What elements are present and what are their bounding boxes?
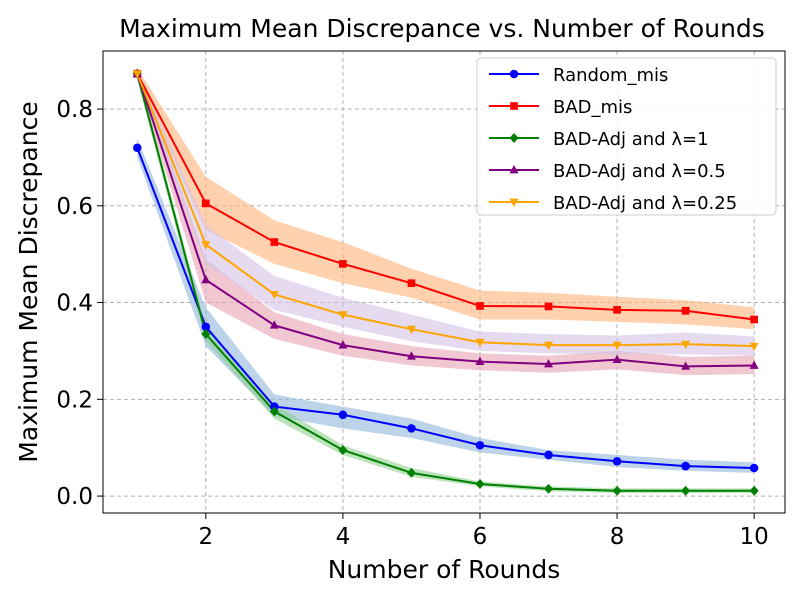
legend-marker-1 [510,102,518,110]
data-point-0 [201,322,211,332]
data-point-0 [407,424,416,433]
data-point-2 [338,445,348,456]
x-tick-label: 10 [740,524,769,550]
data-point-4 [681,340,691,350]
legend-marker-0 [509,69,519,79]
data-point-3 [612,354,622,364]
legend-label-4: BAD-Adj and λ=0.25 [553,193,737,214]
data-point-3 [749,360,759,369]
x-tick-label: 4 [336,524,351,550]
data-point-3 [681,361,691,370]
data-point-4 [132,70,142,79]
data-point-2 [475,479,485,489]
y-axis-label: Maximum Mean Discrepance [14,101,43,462]
y-tick-label: 0.4 [56,291,93,317]
data-point-1 [613,305,621,314]
legend-label-1: BAD_mis [553,97,632,118]
legend-label-2: BAD-Adj and λ=1 [553,129,709,150]
data-point-0 [612,456,622,466]
data-point-2 [544,483,554,494]
data-point-4 [201,241,211,250]
series-line-1 [136,73,755,321]
data-point-0 [544,450,553,460]
data-point-2 [201,329,211,339]
y-tick-label: 0.0 [56,484,93,510]
data-point-3 [269,320,279,329]
data-point-1 [544,302,553,311]
axis-ticks: 2 4 6 8 10 0.0 0.2 0.4 0.6 0.8 [56,97,768,550]
data-point-1 [270,238,279,246]
data-point-1 [201,199,210,208]
data-point-1 [407,279,416,288]
data-point-4 [544,341,554,351]
legend-marker-4 [509,198,519,207]
plot-frame [102,50,786,514]
data-point-0 [749,463,759,473]
legend: Random_mis BAD_mis BAD-Adj and λ=1 BAD-Adj … [476,57,777,216]
data-point-4 [406,325,416,335]
data-point-3 [338,340,348,349]
data-point-1 [339,260,347,268]
data-point-2 [749,485,759,496]
y-tick-label: 0.2 [56,387,93,413]
data-point-1 [750,315,758,324]
data-point-0 [338,410,348,420]
data-point-2 [612,485,622,496]
x-tick-label: 8 [610,524,625,550]
series-line-0 [136,147,755,470]
data-point-3 [544,359,554,368]
data-point-4 [475,338,485,348]
series-band-1 [137,67,755,330]
data-point-2 [681,485,691,496]
data-point-0 [681,461,690,471]
series-line-2 [136,73,755,492]
data-point-3 [406,351,416,360]
data-point-1 [681,306,690,315]
y-tick-label: 0.8 [56,97,93,123]
chart-title: Maximum Mean Discrepance vs. Number of R… [119,14,765,43]
data-point-4 [612,341,622,351]
data-point-2 [269,406,279,417]
series-band-4 [137,67,755,356]
legend-label-0: Random_mis [553,65,668,86]
confidence-bands [137,67,755,494]
data-point-4 [269,290,279,300]
data-point-0 [475,440,485,450]
data-point-4 [749,342,759,352]
legend-marker-3 [509,165,519,174]
data-point-1 [476,302,484,310]
legend-box [476,57,777,216]
x-tick-label: 6 [473,524,488,550]
legend-label-3: BAD-Adj and λ=0.5 [553,161,726,182]
series-line-3 [136,73,755,368]
series-lines [136,73,755,492]
series-markers [132,68,759,496]
data-point-0 [132,143,142,153]
series-line-4 [136,73,755,348]
y-tick-label: 0.6 [56,194,93,220]
x-tick-label: 2 [198,524,213,550]
data-point-4 [338,311,348,320]
data-point-3 [201,274,211,284]
x-axis-label: Number of Rounds [328,555,561,584]
data-point-3 [475,356,485,365]
data-point-2 [406,467,416,478]
legend-marker-2 [509,133,519,143]
